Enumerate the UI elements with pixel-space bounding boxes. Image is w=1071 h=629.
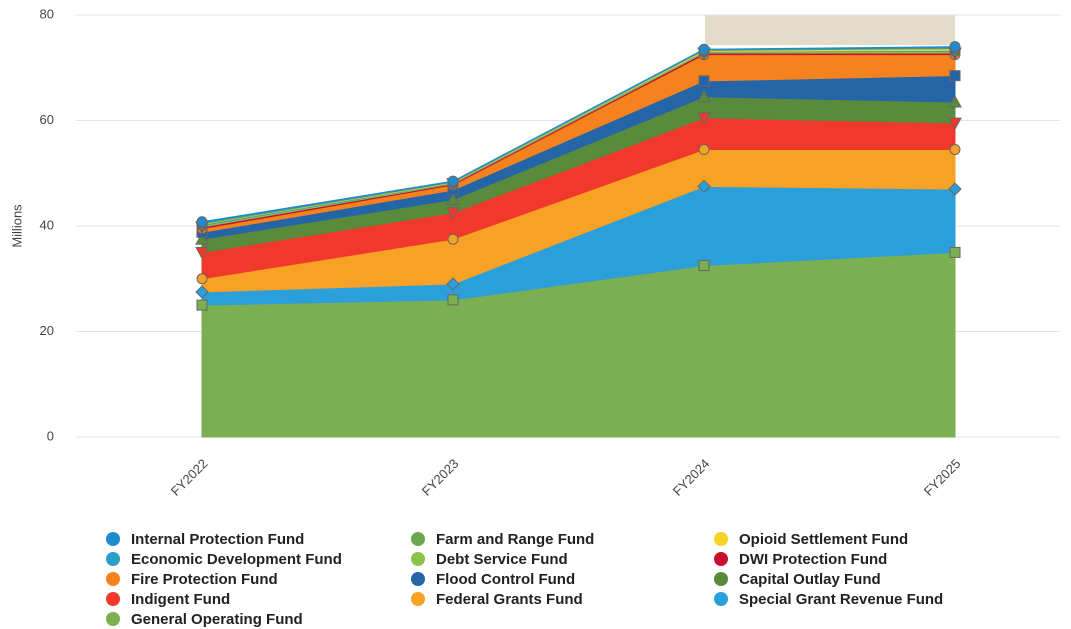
legend-label: Farm and Range Fund <box>436 531 594 548</box>
y-tick-label: 80 <box>40 6 54 21</box>
x-tick-label: FY2022 <box>168 456 211 499</box>
legend-label: Economic Development Fund <box>131 551 342 568</box>
legend-label: Special Grant Revenue Fund <box>739 591 943 608</box>
marker <box>949 41 961 53</box>
x-tick-label: FY2025 <box>921 456 964 499</box>
marker <box>698 260 710 272</box>
marker <box>948 117 962 131</box>
marker <box>949 144 961 156</box>
marker <box>195 285 209 299</box>
x-tick-label: FY2023 <box>419 456 462 499</box>
legend-label: Capital Outlay Fund <box>739 571 881 588</box>
plot-band <box>705 15 955 45</box>
y-axis-label: Millions <box>9 204 24 248</box>
legend-marker <box>411 572 425 586</box>
legend-marker <box>106 572 120 586</box>
legend-marker <box>106 612 120 626</box>
legend-marker <box>106 552 120 566</box>
marker <box>698 75 710 87</box>
marker <box>195 232 209 245</box>
legend-marker <box>714 532 728 546</box>
y-tick-label: 20 <box>40 323 54 338</box>
legend-marker <box>411 592 425 606</box>
y-tick-label: 0 <box>47 428 54 443</box>
legend-label: Internal Protection Fund <box>131 531 304 548</box>
legend-label: Flood Control Fund <box>436 571 575 588</box>
marker <box>195 246 209 260</box>
legend-label: General Operating Fund <box>131 611 303 628</box>
x-tick-label: FY2024 <box>670 456 713 499</box>
marker <box>196 299 208 311</box>
marker <box>697 89 711 103</box>
marker <box>446 192 460 206</box>
y-tick-label: 60 <box>40 112 54 127</box>
marker <box>697 179 711 194</box>
legend-marker <box>411 532 425 546</box>
legend-marker <box>411 552 425 566</box>
y-tick-label: 40 <box>40 217 54 232</box>
marker <box>196 273 208 285</box>
legend-marker <box>714 552 728 566</box>
legend-marker <box>106 532 120 546</box>
marker <box>447 175 459 187</box>
marker <box>949 70 961 82</box>
marker <box>948 94 962 108</box>
marker <box>948 182 962 196</box>
marker <box>949 246 961 258</box>
legend-marker <box>714 572 728 586</box>
legend-label: Federal Grants Fund <box>436 591 583 608</box>
marker <box>697 112 711 125</box>
marker <box>447 294 459 306</box>
marker <box>196 216 208 228</box>
marker <box>447 233 459 245</box>
marker <box>446 277 460 291</box>
legend-marker <box>106 592 120 606</box>
legend-label: Debt Service Fund <box>436 551 568 568</box>
legend-marker <box>714 592 728 606</box>
legend-label: Opioid Settlement Fund <box>739 531 908 548</box>
legend-label: Indigent Fund <box>131 591 230 608</box>
marker <box>698 144 710 156</box>
legend-label: Fire Protection Fund <box>131 571 278 588</box>
marker <box>698 43 710 55</box>
marker <box>446 207 460 220</box>
legend-label: DWI Protection Fund <box>739 551 887 568</box>
